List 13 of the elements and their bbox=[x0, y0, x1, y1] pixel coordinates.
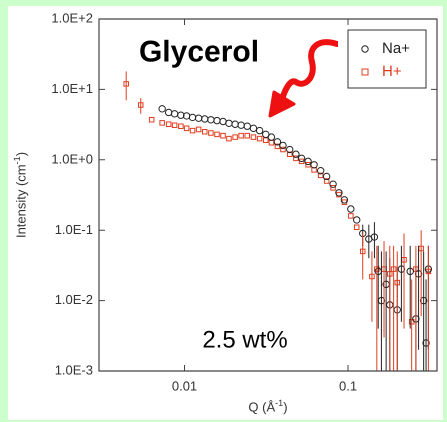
annotation: Glycerol bbox=[138, 35, 260, 68]
y-tick-label: 1.0E-3 bbox=[54, 362, 93, 378]
x-tick-label: 0.01 bbox=[172, 378, 198, 394]
y-axis-title: Intensity (cm-1) bbox=[12, 152, 29, 238]
x-tick-label: 0.1 bbox=[338, 378, 358, 394]
y-tick-label: 1.0E-2 bbox=[54, 292, 93, 308]
y-tick-label: 1.0E+0 bbox=[51, 151, 93, 166]
y-tick-label: 1.0E+1 bbox=[51, 80, 93, 96]
annotation: 2.5 wt% bbox=[202, 326, 288, 354]
y-tick-label: 1.0E-1 bbox=[54, 222, 93, 237]
legend-label: Na+ bbox=[382, 40, 410, 58]
legend-label: H+ bbox=[382, 63, 402, 80]
y-tick-label: 1.0E+2 bbox=[51, 10, 93, 26]
